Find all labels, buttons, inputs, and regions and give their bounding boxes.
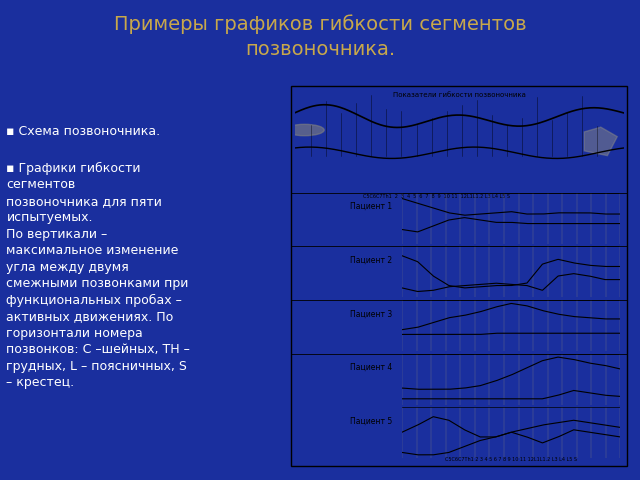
- Text: С5С6С7Th1  2  3  4  5  6  7  8  9  10 11  12L1L1.2 L3 L4 L5 S: С5С6С7Th1 2 3 4 5 6 7 8 9 10 11 12L1L1.2…: [363, 194, 509, 200]
- Text: ▪ Графики гибкости
сегментов
позвоночника для пяти
испытуемых.
По вертикали –
ма: ▪ Графики гибкости сегментов позвоночник…: [6, 162, 190, 389]
- Text: Пациент 2: Пациент 2: [350, 256, 392, 265]
- Text: ▪ Схема позвоночника.: ▪ Схема позвоночника.: [6, 125, 161, 138]
- Text: Пациент 5: Пациент 5: [349, 417, 392, 426]
- Circle shape: [285, 124, 324, 136]
- Text: Пациент 4: Пациент 4: [349, 363, 392, 372]
- Polygon shape: [584, 127, 617, 156]
- Text: Пациент 1: Пациент 1: [350, 202, 392, 211]
- Text: Примеры графиков гибкости сегментов
позвоночника.: Примеры графиков гибкости сегментов позв…: [114, 14, 526, 59]
- Text: С5С6С7Th1 2 3 4 5 6 7 8 9 10 11 12L1L1.2 L3 L4 L5 S: С5С6С7Th1 2 3 4 5 6 7 8 9 10 11 12L1L1.2…: [445, 457, 577, 462]
- Text: Пациент 3: Пациент 3: [349, 310, 392, 319]
- Text: Показатели гибкости позвоночника: Показатели гибкости позвоночника: [393, 92, 525, 98]
